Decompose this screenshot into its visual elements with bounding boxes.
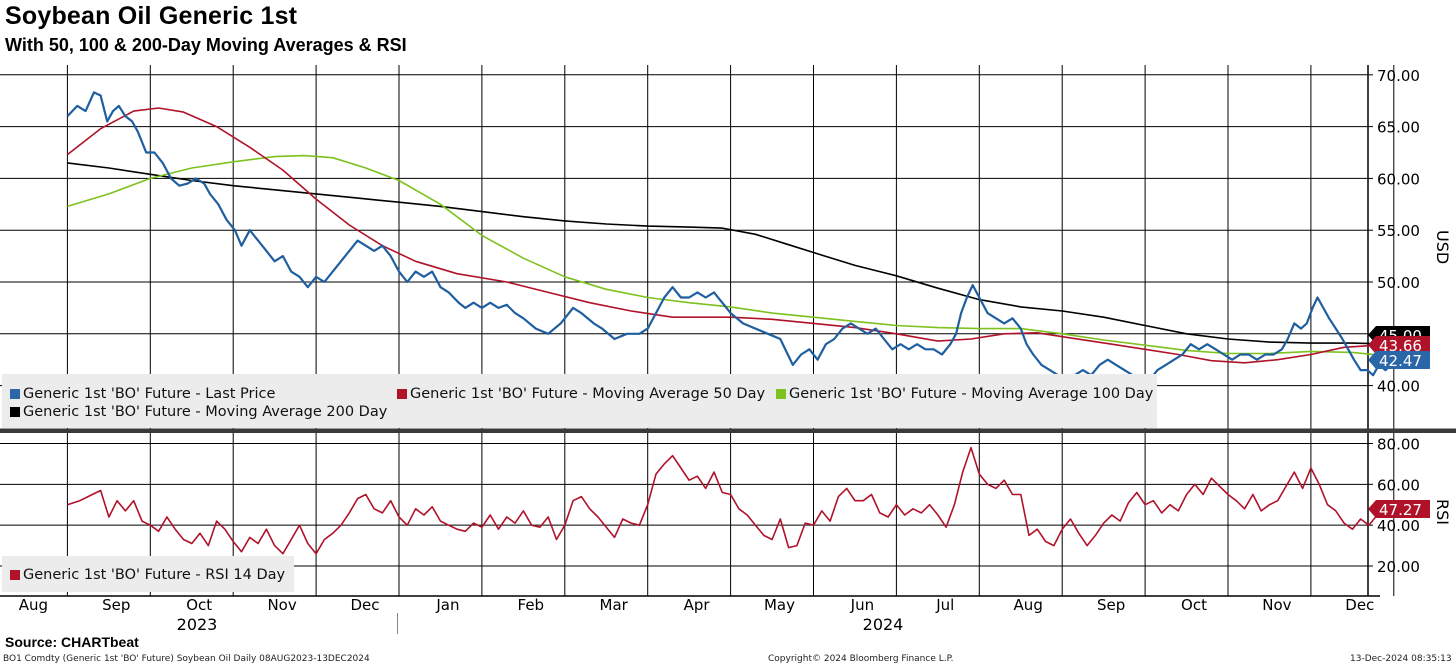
year-label: 2023 [177,615,218,634]
source-note: Source: CHARTbeat [5,634,139,650]
x-tick-label: Mar [600,596,629,614]
x-tick-label: Aug [1014,596,1043,614]
footer-ticker: BO1 Comdty (Generic 1st 'BO' Future) Soy… [3,654,370,664]
chart-subtitle: With 50, 100 & 200-Day Moving Averages &… [5,35,407,55]
panel-separator [0,428,1456,433]
legend-label: Generic 1st 'BO' Future - Moving Average… [410,386,766,402]
last-value-ma50-label: 43.66 [1379,337,1422,355]
last-value-rsi-bg [1368,500,1430,518]
series-rsi [67,446,1418,555]
last-value-rsi-label: 47.27 [1379,501,1422,519]
legend-item-ma200: Generic 1st 'BO' Future - Moving Average… [10,404,387,420]
ytick-label-rsi: 60.00 [1377,476,1420,494]
x-tick-label: Sep [102,596,130,614]
legend-swatch [10,407,20,417]
ytick-label-rsi: 80.00 [1377,436,1420,454]
last-value-price-label: 42.47 [1379,352,1422,370]
series-ma100 [67,154,1418,360]
x-tick-label: Apr [684,596,711,614]
x-tick-label: Dec [350,596,379,614]
x-tick-label: May [764,596,795,614]
footer-copyright: Copyright© 2024 Bloomberg Finance L.P. [768,654,954,664]
legend-item-last-price: Generic 1st 'BO' Future - Last Price [10,386,275,402]
x-tick-label: Dec [1345,596,1374,614]
legend-item-rsi: Generic 1st 'BO' Future - RSI 14 Day [10,567,285,583]
ytick-label-price: 70.00 [1377,67,1420,85]
legend-swatch [397,389,407,399]
ytick-label-price: 65.00 [1377,119,1420,137]
legend-label: Generic 1st 'BO' Future - RSI 14 Day [23,567,286,583]
year-label: 2024 [863,615,904,634]
ytick-label-price: 40.00 [1377,378,1420,396]
rsi-axis-title: RSI [1433,499,1452,525]
last-value-ma50: 43.66 [1368,336,1430,355]
x-tick-label: Sep [1097,596,1125,614]
x-tick-label: Jun [850,596,874,614]
footer-timestamp: 13-Dec-2024 08:35:13 [1350,654,1452,664]
x-tick-label: Aug [19,596,48,614]
ytick-label-price: 50.00 [1377,274,1420,292]
legend-label: Generic 1st 'BO' Future - Last Price [23,386,276,402]
series-ma50 [66,107,1418,364]
x-tick-label: Oct [186,596,212,614]
x-tick-label: Feb [518,596,545,614]
x-tick-label: Nov [267,596,296,614]
ytick-label-rsi: 20.00 [1377,558,1420,576]
series-last-price [66,91,1418,387]
rsi-legend: Generic 1st 'BO' Future - RSI 14 Day [2,556,294,592]
legend-swatch [776,389,786,399]
legend-item-ma100: Generic 1st 'BO' Future - Moving Average… [776,386,1153,402]
last-value-rsi: 47.27 [1368,500,1430,519]
last-value-price: 42.47 [1368,351,1430,370]
x-tick-label: Jan [435,596,459,614]
legend-swatch [10,570,20,580]
series-ma200 [67,162,1417,345]
last-value-price-bg [1368,351,1430,369]
x-tick-label: Nov [1262,596,1291,614]
legend-label: Generic 1st 'BO' Future - Moving Average… [789,386,1154,402]
ytick-label-rsi: 40.00 [1377,517,1420,535]
ytick-label-price: 55.00 [1377,222,1420,240]
x-tick-label: Jul [935,596,954,614]
legend-label: Generic 1st 'BO' Future - Moving Average… [23,404,388,420]
x-tick-label: Oct [1181,596,1207,614]
legend-item-ma50: Generic 1st 'BO' Future - Moving Average… [397,386,765,402]
chart-title: Soybean Oil Generic 1st [5,2,298,30]
price-legend: Generic 1st 'BO' Future - Last Price Gen… [2,374,1157,428]
price-axis-title: USD [1433,230,1452,264]
last-value-ma50-bg [1368,336,1430,354]
legend-swatch [10,389,20,399]
ytick-label-price: 60.00 [1377,170,1420,188]
